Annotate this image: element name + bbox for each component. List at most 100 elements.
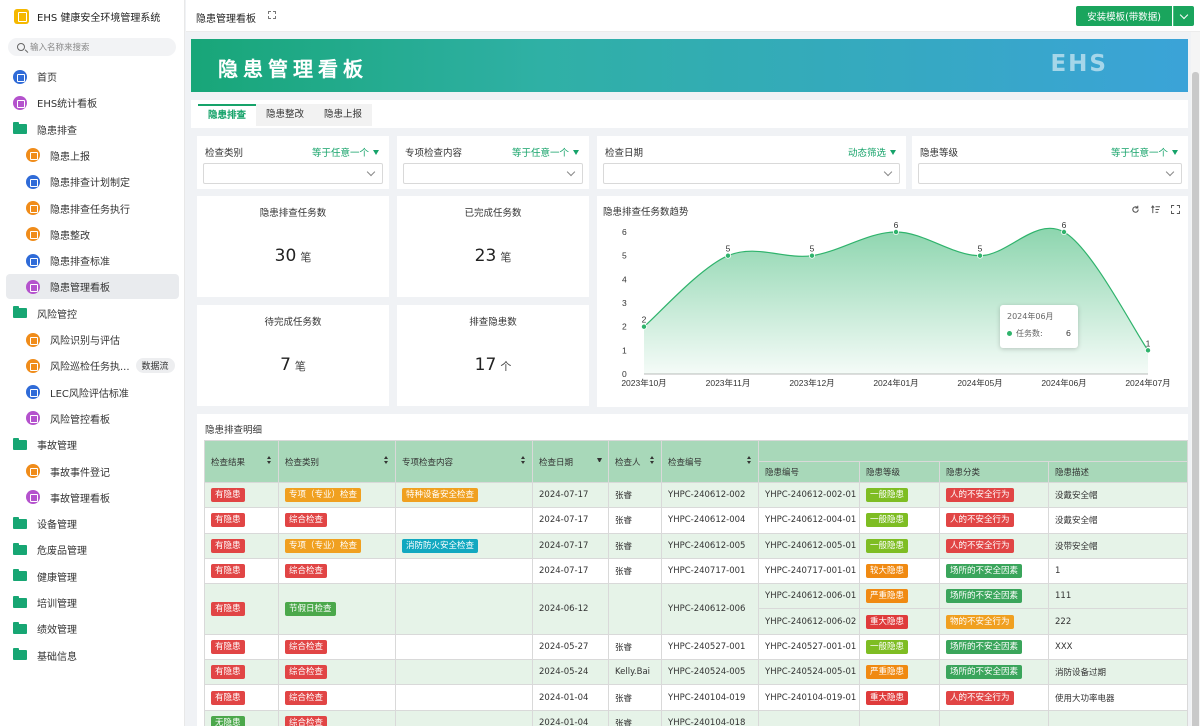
cell-code: YHPC-240612-002 <box>661 481 759 509</box>
code-text: YHPC-240612-004 <box>668 515 746 526</box>
sort-desc-icon[interactable] <box>597 457 602 462</box>
filter-mode-dropdown[interactable]: 等于任意一个 <box>312 145 379 159</box>
table-row[interactable]: 有隐患 专项（专业）检查 特种设备安全检查 2024-07-17 张睿 YHPC-2406… <box>204 481 1188 509</box>
cell-result: 有隐患 <box>204 583 279 635</box>
stat-value-wrap: 23 笔 <box>397 246 589 266</box>
hazard-no-text: YHPC-240612-002-01 <box>765 490 857 501</box>
sort-icon[interactable] <box>521 455 526 464</box>
sidebar-item[interactable]: 设备管理 <box>6 511 179 536</box>
table-row[interactable]: 无隐患 综合检查 2024-01-04 张睿 YHPC-240104-018 <box>204 709 1188 726</box>
y-tick-label: 3 <box>622 298 627 308</box>
cell-inspector: 张睿 <box>608 557 662 585</box>
folder-icon <box>13 542 27 555</box>
sidebar-item[interactable]: 隐患上报 <box>6 143 179 168</box>
cell-hazard-class: 场所的不安全因素 <box>939 583 1049 610</box>
folder-icon <box>13 621 27 634</box>
filter-select[interactable] <box>203 163 383 184</box>
sort-icon[interactable] <box>650 455 655 464</box>
sidebar-item[interactable]: 基础信息 <box>6 643 179 668</box>
data-point <box>1145 347 1152 354</box>
sidebar-item[interactable]: 培训管理 <box>6 590 179 615</box>
col-header-inspector[interactable]: 检查人 <box>608 440 662 483</box>
table-row[interactable]: 有隐患 综合检查 2024-01-04 张睿 YHPC-240104-019 YHPC-2… <box>204 684 1188 711</box>
sidebar-item[interactable]: 风险识别与评估 <box>6 327 179 352</box>
cell-result: 有隐患 <box>204 659 279 686</box>
col-header-code[interactable]: 检查编号 <box>661 440 759 483</box>
y-tick-label: 5 <box>622 251 627 261</box>
sidebar-item[interactable]: 隐患整改 <box>6 222 179 247</box>
sidebar-item[interactable]: 危废品管理 <box>6 537 179 562</box>
trend-chart-card: 隐患排查任务数趋势 0 1 2 3 4 5 6 2023年10月 2023年11月 2023年12… <box>597 196 1188 407</box>
search-placeholder: 输入名称来搜索 <box>30 43 90 53</box>
filter-select[interactable] <box>403 163 583 184</box>
fullscreen-icon[interactable] <box>268 11 276 19</box>
table-row[interactable]: YHPC-240612-006-02 重大隐患 物的不安全行为 222 <box>205 608 1188 635</box>
sidebar-item[interactable]: 隐患排查任务执行 <box>6 196 179 221</box>
cell-hazard-level <box>859 709 940 726</box>
sidebar-item[interactable]: 事故管理 <box>6 432 179 457</box>
sort-icon[interactable] <box>384 455 389 464</box>
sidebar-item-label: LEC风险评估标准 <box>50 388 129 400</box>
sidebar-item[interactable]: 事故管理看板 <box>6 485 179 510</box>
sidebar-item[interactable]: 隐患排查计划制定 <box>6 169 179 194</box>
table-row[interactable]: 有隐患 综合检查 2024-07-17 张睿 YHPC-240612-004 YHPC-2… <box>204 507 1188 534</box>
col-header-category[interactable]: 检查类别 <box>278 440 396 483</box>
filter-mode-dropdown[interactable]: 动态筛选 <box>848 145 896 159</box>
cell-date: 2024-07-17 <box>532 507 609 534</box>
sidebar-item[interactable]: 风险管控 <box>6 301 179 326</box>
cell-hazard-level: 一般隐患 <box>859 507 940 534</box>
sidebar-item[interactable]: 隐患管理看板 <box>6 274 179 300</box>
sidebar-item[interactable]: 健康管理 <box>6 564 179 589</box>
cell-hazard-level: 重大隐患 <box>859 684 940 711</box>
page-scrollbar[interactable] <box>1191 32 1200 726</box>
install-dropdown-button[interactable] <box>1173 6 1194 26</box>
cell-special <box>395 557 533 585</box>
filter-select[interactable] <box>918 163 1182 184</box>
tab-hazard-report[interactable]: 隐患上报 <box>324 109 363 120</box>
sidebar-item[interactable]: 首页 <box>6 64 179 89</box>
cell-hazard-class: 人的不安全行为 <box>939 532 1049 559</box>
scrollbar-thumb[interactable] <box>1192 72 1199 726</box>
tab-hazard-inspection[interactable]: 隐患排查 <box>198 104 257 126</box>
sidebar-item[interactable]: EHS统计看板 <box>6 90 179 115</box>
sort-icon[interactable] <box>267 455 272 464</box>
cell-result: 无隐患 <box>204 709 279 726</box>
fullscreen-icon[interactable] <box>1171 205 1180 214</box>
install-template-button[interactable]: 安装模板(带数据) <box>1076 6 1172 26</box>
table-row[interactable]: 有隐患 节假日检查 2024-06-12 YHPC-240612-006 YHPC-24… <box>204 583 1188 635</box>
col-header-date[interactable]: 检查日期 <box>532 440 609 483</box>
col-header-result[interactable]: 检查结果 <box>204 440 279 483</box>
sort-icon[interactable] <box>1151 205 1160 214</box>
sidebar-item-label: 隐患排查 <box>37 125 77 137</box>
detail-table-card: 隐患排查明细 检查结果 检查类别 专项检查内容 检查日期 检查人 检查编号 隐患… <box>197 414 1188 726</box>
page-tab-title[interactable]: 隐患管理看板 <box>196 14 256 25</box>
table-row[interactable]: 有隐患 综合检查 2024-07-17 张睿 YHPC-240717-001 YHPC-2… <box>204 557 1188 585</box>
table-row[interactable]: 有隐患 专项（专业）检查 消防防火安全检查 2024-07-17 张睿 YHPC-2406… <box>204 532 1188 559</box>
sidebar-item[interactable]: LEC风险评估标准 <box>6 380 179 405</box>
table-row[interactable]: 有隐患 综合检查 2024-05-24 Kelly.Bai YHPC-240524-00… <box>204 659 1188 686</box>
sidebar-item[interactable]: 事故事件登记 <box>6 459 179 484</box>
sidebar-item[interactable]: 风险巡检任务执... 数据流 <box>6 353 179 378</box>
app-brand[interactable]: EHS 健康安全环境管理系统 <box>0 0 184 32</box>
tooltip-value: 6 <box>1065 329 1071 338</box>
sidebar-item[interactable]: 风险管控看板 <box>6 406 179 431</box>
filter-mode-dropdown[interactable]: 等于任意一个 <box>1111 145 1178 159</box>
cell-hazard-class: 场所的不安全因素 <box>939 633 1049 661</box>
sort-icon[interactable] <box>747 455 752 464</box>
tab-hazard-rectification[interactable]: 隐患整改 <box>266 109 305 120</box>
sidebar-item[interactable]: 绩效管理 <box>6 616 179 641</box>
table-row[interactable]: 有隐患 综合检查 2024-05-27 张睿 YHPC-240527-001 YHPC-2… <box>204 633 1188 661</box>
col-header-special[interactable]: 专项检查内容 <box>395 440 533 483</box>
tooltip-label: 任务数: <box>1016 329 1043 338</box>
filter-mode-dropdown[interactable]: 等于任意一个 <box>512 145 579 159</box>
category-tag: 综合检查 <box>285 715 328 726</box>
result-tag: 有隐患 <box>211 513 245 528</box>
filter-select[interactable] <box>603 163 900 184</box>
refresh-icon[interactable] <box>1131 205 1140 214</box>
menu-search-input[interactable]: 输入名称来搜索 <box>8 38 176 56</box>
hazard-class-tag: 场所的不安全因素 <box>946 665 1023 680</box>
result-tag: 有隐患 <box>211 665 245 680</box>
sidebar-item[interactable]: 隐患排查标准 <box>6 248 179 273</box>
sidebar-item[interactable]: 隐患排查 <box>6 117 179 142</box>
